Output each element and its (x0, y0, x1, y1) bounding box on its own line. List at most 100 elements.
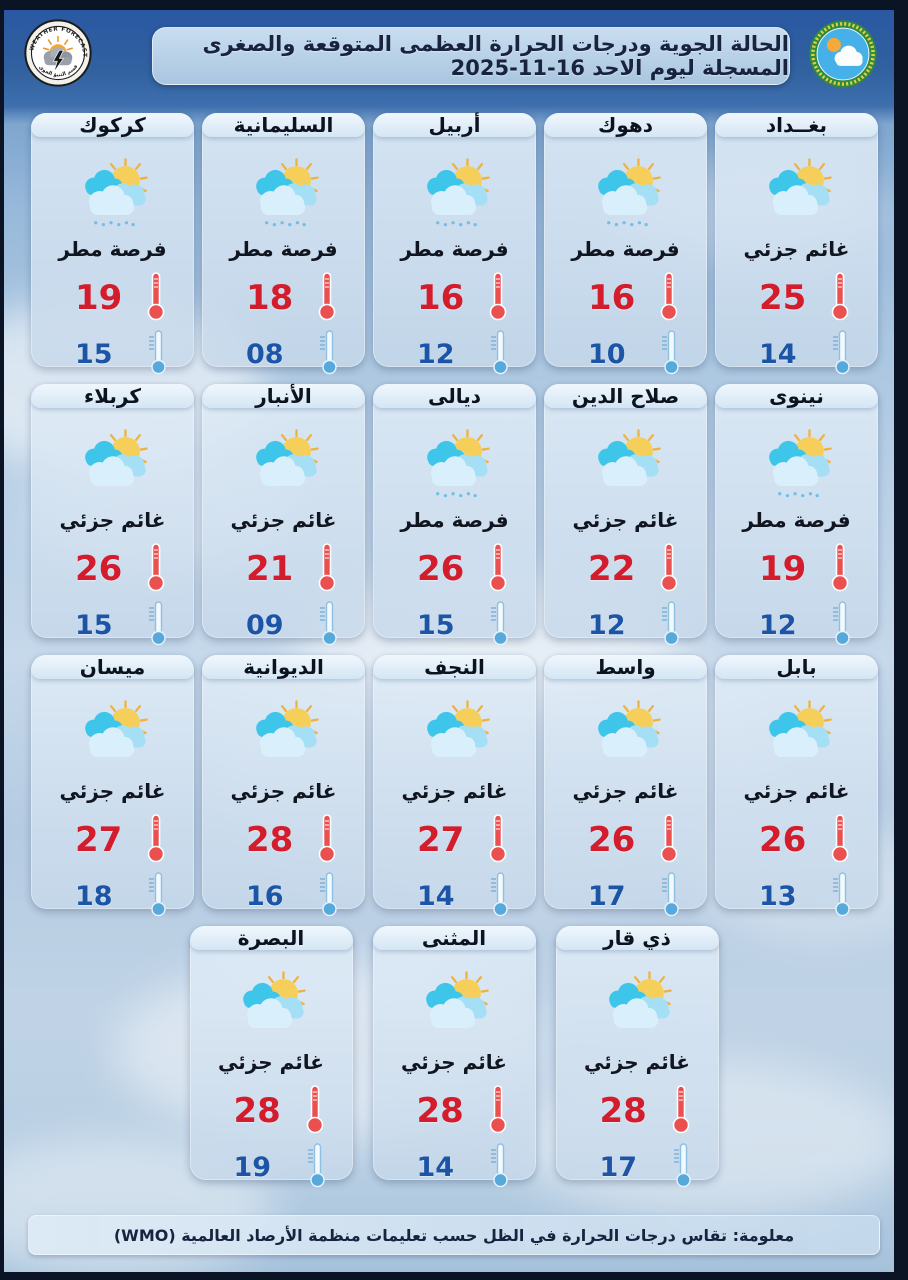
raindrops-icon (777, 492, 819, 498)
footer-note-bar: معلومة: تقاس درجات الحرارة في الظل حسب ت… (28, 1215, 880, 1255)
sun-cloud-icon (65, 422, 161, 504)
max-thermometer-icon (317, 271, 337, 325)
sun-cloud-rain-icon (578, 151, 674, 233)
sun-cloud-icon (406, 964, 502, 1046)
measurement-note: معلومة: تقاس درجات الحرارة في الظل حسب ت… (113, 1225, 795, 1245)
sun-cloud-rain-icon (407, 151, 503, 233)
min-temperature: 10 (588, 338, 626, 370)
raindrops-icon (435, 221, 477, 227)
min-temperature: 17 (588, 880, 626, 912)
met-organization-logo (808, 19, 878, 93)
min-temperature: 08 (246, 338, 284, 370)
condition-label: فرصة مطر (742, 508, 851, 532)
city-name: واسط (544, 655, 707, 679)
max-thermometer-icon (488, 813, 508, 867)
city-forecast-card: كركوك (31, 113, 194, 375)
min-temperature: 15 (75, 338, 113, 370)
max-thermometer-icon (488, 1084, 508, 1138)
min-thermometer-icon (673, 1142, 691, 1192)
min-temperature: 13 (759, 880, 797, 912)
min-thermometer-icon (490, 600, 508, 650)
min-temperature: 19 (233, 1151, 272, 1183)
city-name: الأنبار (202, 384, 365, 408)
min-thermometer-icon (832, 871, 850, 921)
min-thermometer-icon (490, 871, 508, 921)
max-thermometer-icon (671, 1084, 691, 1138)
condition-label: غائم جزئي (230, 508, 337, 532)
sun-cloud-rain-icon (236, 151, 332, 233)
min-temperature: 12 (759, 609, 797, 641)
min-temperature: 12 (417, 338, 455, 370)
sun-cloud-icon (236, 693, 332, 775)
max-temperature: 28 (233, 1091, 281, 1131)
min-temperature: 12 (588, 609, 626, 641)
city-forecast-card: أربيل (373, 113, 536, 375)
weather-forecasting-dept-logo: WEATHER FORECASTING DEPT. (21, 15, 92, 91)
city-forecast-card: دهوك (544, 113, 707, 375)
max-temperature: 28 (416, 1091, 464, 1131)
min-thermometer-icon (307, 1142, 325, 1192)
page-title: الحالة الجوية ودرجات الحرارة العظمى المت… (202, 32, 789, 80)
condition-label: غائم جزئي (401, 1050, 507, 1074)
city-forecast-card: بغــداد (715, 113, 878, 375)
min-temperature: 15 (75, 609, 113, 641)
city-name: بغــداد (715, 113, 878, 137)
city-name: كربلاء (31, 384, 194, 408)
min-temperature: 17 (599, 1151, 638, 1183)
min-temperature: 14 (417, 880, 455, 912)
sun-cloud-rain-icon (407, 422, 503, 504)
condition-label: فرصة مطر (400, 237, 509, 261)
raindrops-icon (606, 221, 648, 227)
city-forecast-card: ميسان (31, 655, 194, 917)
city-name: ذي قار (555, 926, 719, 950)
condition-label: فرصة مطر (229, 237, 338, 261)
min-thermometer-icon (148, 329, 166, 379)
condition-label: فرصة مطر (400, 508, 509, 532)
city-name: نينوى (715, 384, 878, 408)
forecast-row: بغــداد (30, 113, 878, 375)
min-thermometer-icon (319, 871, 337, 921)
min-temperature: 09 (246, 609, 284, 641)
city-forecast-card: الأنبار (202, 384, 365, 646)
sun-cloud-icon (223, 964, 319, 1046)
max-thermometer-icon (488, 271, 508, 325)
city-forecast-card: البصرة (189, 926, 353, 1188)
city-name: كركوك (31, 113, 194, 137)
condition-label: غائم جزئي (401, 779, 508, 803)
max-thermometer-icon (830, 542, 850, 596)
lightning-bolt-icon (52, 49, 65, 73)
city-forecast-card: نينوى (715, 384, 878, 646)
max-thermometer-icon (317, 542, 337, 596)
max-temperature: 27 (417, 820, 465, 860)
min-thermometer-icon (490, 1142, 508, 1192)
max-temperature: 28 (599, 1091, 647, 1131)
city-forecast-card: ذي قار (555, 926, 719, 1188)
sun-cloud-icon (65, 693, 161, 775)
sky-background: WEATHER FORECASTING DEPT. (4, 10, 894, 1272)
max-thermometer-icon (305, 1084, 325, 1138)
max-temperature: 22 (588, 549, 636, 589)
condition-label: غائم جزئي (572, 779, 679, 803)
city-forecast-card: كربلاء (31, 384, 194, 646)
sun-icon (826, 37, 841, 52)
sun-cloud-icon (749, 693, 845, 775)
min-thermometer-icon (148, 871, 166, 921)
title-banner: الحالة الجوية ودرجات الحرارة العظمى المت… (152, 27, 790, 85)
condition-label: غائم جزئي (218, 1050, 324, 1074)
city-forecast-card: النجف (373, 655, 536, 917)
condition-label: غائم جزئي (230, 779, 337, 803)
max-temperature: 18 (246, 278, 294, 318)
city-forecast-card: ديالى (373, 384, 536, 646)
max-thermometer-icon (659, 271, 679, 325)
city-name: بابل (715, 655, 878, 679)
city-name: النجف (373, 655, 536, 679)
header: WEATHER FORECASTING DEPT. (4, 10, 894, 112)
min-temperature: 14 (759, 338, 797, 370)
max-temperature: 28 (246, 820, 294, 860)
max-thermometer-icon (146, 271, 166, 325)
sun-cloud-icon (578, 422, 674, 504)
sun-cloud-icon (407, 693, 503, 775)
min-thermometer-icon (148, 600, 166, 650)
max-temperature: 26 (75, 549, 123, 589)
